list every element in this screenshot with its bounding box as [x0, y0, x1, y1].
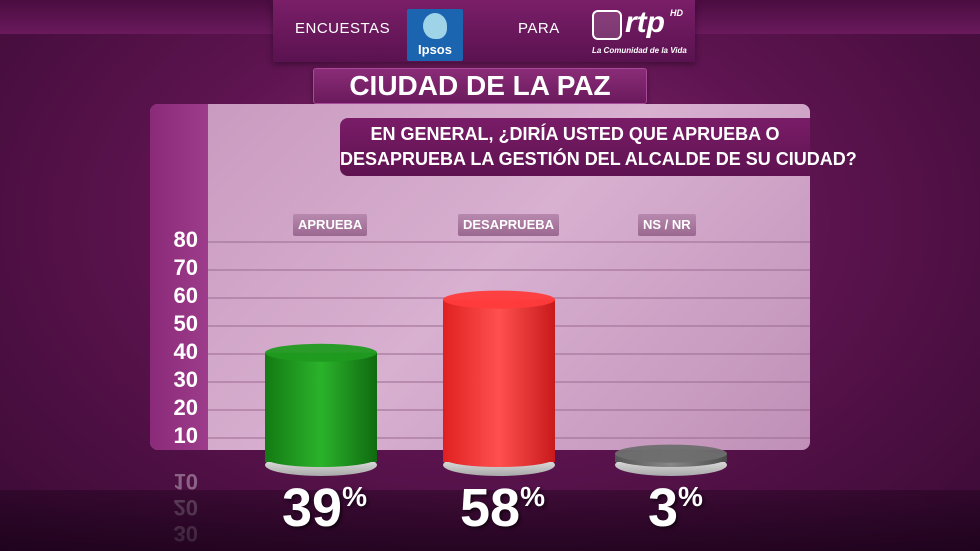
ipsos-logo: Ipsos — [407, 9, 463, 61]
header-band — [273, 0, 695, 62]
bar-base — [443, 454, 555, 476]
rtp-logo: rtp HD La Comunidad de la Vida — [592, 6, 702, 60]
bar-base — [265, 454, 377, 476]
bar-body — [615, 453, 727, 462]
category-label-desaprueba: DESAPRUEBA — [458, 214, 560, 236]
city-title: CIUDAD DE LA PAZ — [313, 68, 647, 104]
y-tick-label: 30 — [173, 367, 198, 392]
chart-panel-axis-strip — [150, 104, 208, 450]
value-label-nsnr: 3% — [648, 478, 703, 538]
y-tick-label: 80 — [173, 227, 198, 252]
ipsos-logo-text: Ipsos — [418, 42, 452, 57]
question-line-1: EN GENERAL, ¿DIRÍA USTED QUE APRUEBA O — [370, 124, 780, 144]
question-box: EN GENERAL, ¿DIRÍA USTED QUE APRUEBA O D… — [340, 118, 857, 176]
para-label: PARA — [518, 20, 560, 37]
y-tick-label: 70 — [173, 255, 198, 280]
y-tick-label: 20 — [173, 395, 198, 420]
bar-bottom — [265, 449, 377, 467]
value-label-aprueba: 39% — [282, 478, 367, 538]
bottom-shade — [0, 490, 980, 551]
encuestas-label: ENCUESTAS — [295, 20, 391, 37]
bar-base — [615, 454, 727, 476]
bar-bottom — [615, 449, 727, 467]
rtp-slogan: La Comunidad de la Vida — [592, 46, 687, 55]
y-tick-label: 50 — [173, 311, 198, 336]
bar-bottom — [443, 449, 555, 467]
ipsos-head-icon — [423, 13, 447, 39]
y-tick-label: 10 — [173, 423, 198, 448]
y-tick-label: 40 — [173, 339, 198, 364]
y-tick-label: 60 — [173, 283, 198, 308]
value-label-desaprueba: 58% — [460, 478, 545, 538]
rtp-hd-badge: HD — [670, 8, 683, 18]
category-label-nsnr: NS / NR — [638, 214, 696, 236]
rtp-logo-text: rtp — [625, 6, 665, 39]
question-line-2: DESAPRUEBA LA GESTIÓN DEL ALCALDE DE SU … — [340, 149, 857, 169]
category-label-aprueba: APRUEBA — [293, 214, 368, 236]
rtp-mark-icon — [592, 10, 622, 40]
